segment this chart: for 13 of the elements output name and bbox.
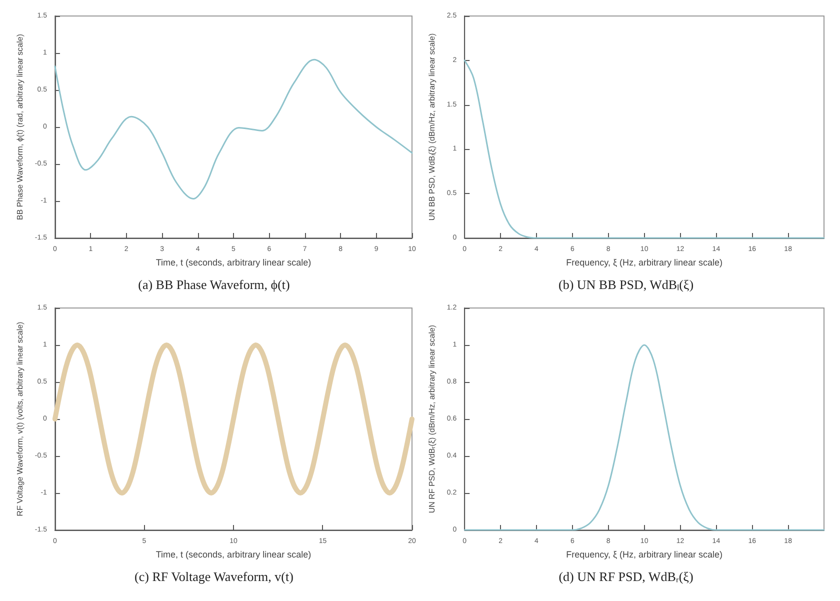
text: (d) UN RF PSD, WdBᵣ(ξ) (558, 569, 694, 584)
y-axis-title: RF Voltage Waveform, v(t) (volts, arbitrary linear scale) (16, 321, 24, 516)
x-axis-title: Time, t (seconds, arbitrary linear scale) (156, 549, 312, 560)
y-axis-title: UN BB PSD, WdBₗ(ξ) (dBm/Hz, arbitrary linear scale) (428, 33, 436, 221)
x-axis-title: Time, t (seconds, arbitrary linear scale) (156, 257, 312, 268)
text: (b) UN BB PSD, WdBₗ(ξ) (558, 277, 694, 292)
text: (a) BB Phase Waveform, ϕ(t) (138, 277, 290, 292)
line-series (54, 58, 413, 200)
text: (c) RF Voltage Waveform, v(t) (134, 569, 294, 584)
y-axis-title: BB Phase Waveform, ϕ(t) (rad, arbitrary linear scale) (16, 34, 24, 220)
y-axis-title: UN RF PSD, WdBᵣ(ξ) (dBm/Hz, arbitrary linear scale) (428, 324, 436, 514)
x-axis-title: Frequency, ξ (Hz, arbitrary linear scale) (566, 257, 723, 268)
x-axis-title: Frequency, ξ (Hz, arbitrary linear scale) (566, 549, 723, 560)
